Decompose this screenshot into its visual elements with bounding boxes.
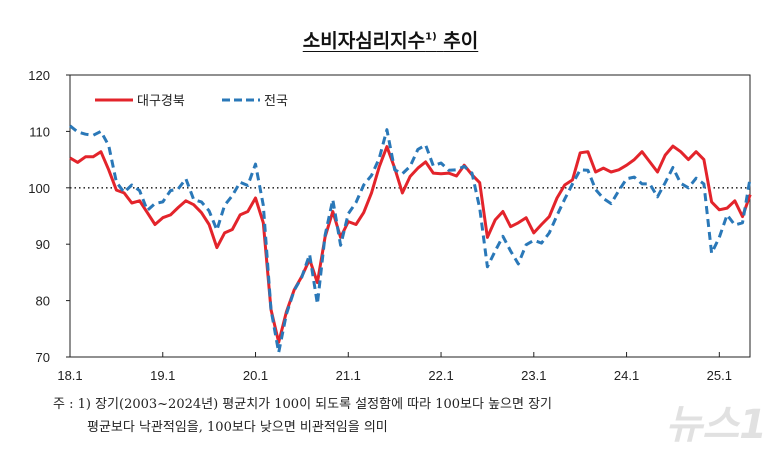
footnote-line-2: 평균보다 낙관적임을, 100보다 낮으면 비관적임을 의미 <box>87 420 388 435</box>
legend-daegu-gyeongbuk-label: 대구경북 <box>137 93 185 108</box>
x-tick-label: 20.1 <box>243 368 268 383</box>
title-footnote-mark: 1) <box>425 31 437 43</box>
plot-frame <box>69 74 751 358</box>
watermark-logo: 뉴스1 <box>665 402 767 448</box>
legend-national-label: 전국 <box>264 93 288 108</box>
title-suffix: 추이 <box>443 30 479 52</box>
y-tick-label: 110 <box>29 124 50 139</box>
title-text: 소비자심리지수 <box>302 30 426 52</box>
y-tick-label: 70 <box>36 350 50 365</box>
x-tick-label: 18.1 <box>57 368 82 383</box>
series-line-daegu-gyeongbuk <box>69 144 752 344</box>
y-tick-label: 90 <box>36 237 50 252</box>
line-chart: 70 80 90 100 110 120 18.1 19.1 20.1 21.1 22.1 23.1 2… <box>28 68 752 383</box>
x-tick-label: 24.1 <box>614 368 639 383</box>
y-tick-label: 80 <box>36 294 50 309</box>
footnote-line-1: 주 : 1) 장기(2003~2024년) 평균치가 100이 되도록 설정함에… <box>53 397 553 412</box>
x-tick-label: 23.1 <box>521 368 546 383</box>
x-tick-label: 21.1 <box>336 368 361 383</box>
y-tick-label: 100 <box>28 181 50 196</box>
x-tick-label: 22.1 <box>428 368 453 383</box>
x-tick-label: 25.1 <box>707 368 732 383</box>
x-tick-label: 19.1 <box>150 368 175 383</box>
chart-title: 소비자심리지수1) 추이 <box>0 26 781 53</box>
y-tick-label: 120 <box>28 68 50 83</box>
